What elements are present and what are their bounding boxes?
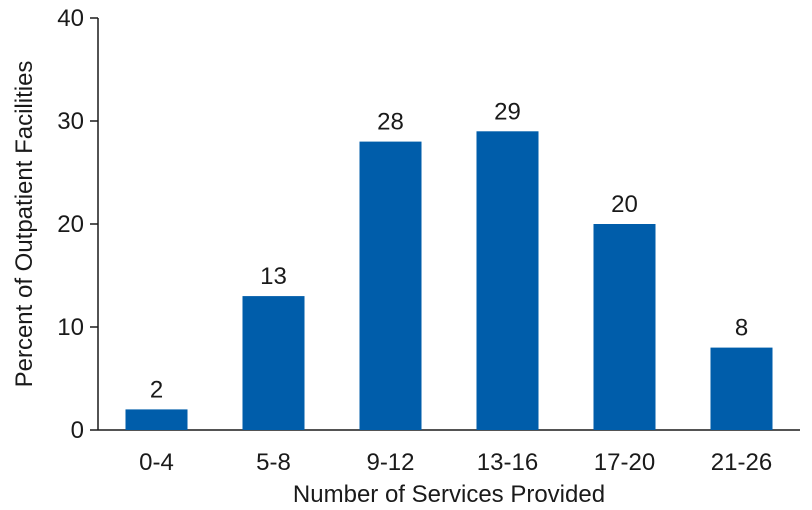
data-label-13-16: 29 xyxy=(494,98,521,125)
bar-21-26 xyxy=(710,347,773,430)
x-tick-label: 9-12 xyxy=(366,449,414,476)
data-label-17-20: 20 xyxy=(611,191,638,218)
bars xyxy=(125,131,773,431)
y-tick-label: 40 xyxy=(57,5,84,32)
x-axis-title: Number of Services Provided xyxy=(293,481,605,508)
y-tick-label: 10 xyxy=(57,314,84,341)
x-tick-label: 13-16 xyxy=(477,449,538,476)
x-tick-label: 21-26 xyxy=(711,449,772,476)
bar-17-20 xyxy=(593,224,656,430)
data-label-0-4: 2 xyxy=(150,376,163,403)
y-tick-label: 0 xyxy=(71,417,84,444)
y-tick-label: 20 xyxy=(57,211,84,238)
bar-13-16 xyxy=(476,131,539,431)
data-label-9-12: 28 xyxy=(377,109,404,136)
bar-0-4 xyxy=(125,409,188,430)
x-tick-label: 0-4 xyxy=(139,449,174,476)
data-label-5-8: 13 xyxy=(260,263,287,290)
bar-5-8 xyxy=(242,296,305,430)
x-axis-ticks: 0-4 5-8 9-12 13-16 17-20 21-26 xyxy=(139,449,772,476)
y-axis-ticks: 0 10 20 30 40 xyxy=(57,5,98,444)
y-axis-title: Percent of Outpatient Facilities xyxy=(11,61,38,388)
y-tick-label: 30 xyxy=(57,108,84,135)
x-tick-label: 5-8 xyxy=(256,449,291,476)
bar-9-12 xyxy=(359,141,422,430)
data-label-21-26: 8 xyxy=(735,315,748,342)
x-tick-label: 17-20 xyxy=(594,449,655,476)
data-labels: 2 13 28 29 20 8 xyxy=(150,98,748,403)
